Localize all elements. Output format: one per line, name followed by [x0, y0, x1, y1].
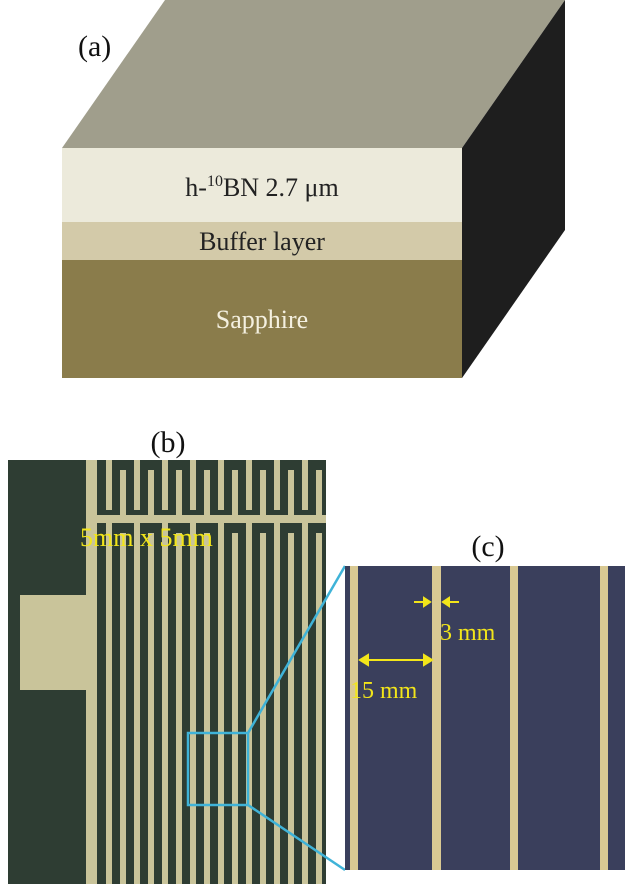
comb-finger: [120, 533, 126, 884]
comb-finger: [246, 460, 252, 510]
comb-finger: [176, 533, 182, 884]
comb-finger: [316, 470, 322, 515]
comb-finger: [176, 470, 182, 515]
layer-label: Sapphire: [216, 305, 308, 334]
comb-finger: [218, 460, 224, 510]
comb-finger: [204, 470, 210, 515]
panel-label: (a): [78, 30, 111, 63]
panel-label: (c): [471, 530, 504, 563]
comb-finger: [260, 470, 266, 515]
comb-finger: [162, 460, 168, 510]
comb-finger: [232, 470, 238, 515]
comb-finger: [246, 523, 252, 884]
dimension-label: 3 mm: [440, 620, 496, 646]
dimension-label: 15 mm: [350, 678, 418, 704]
label-superscript: 10: [207, 173, 223, 190]
comb-finger: [288, 470, 294, 515]
comb-finger: [274, 523, 280, 884]
finger-stripe: [350, 566, 358, 870]
comb-finger: [162, 523, 168, 884]
comb-finger: [148, 533, 154, 884]
comb-finger: [204, 533, 210, 884]
comb-finger: [106, 523, 112, 884]
comb-finger: [190, 460, 196, 510]
finger-stripe: [432, 566, 441, 870]
comb-finger: [274, 460, 280, 510]
figure: (a) h-10BN 2.7 μm Buffer layer Sapphire …: [0, 0, 631, 884]
comb-finger: [134, 523, 140, 884]
comb-finger: [134, 460, 140, 510]
comb-finger: [316, 533, 322, 884]
comb-finger: [190, 523, 196, 884]
comb-finger: [120, 470, 126, 515]
bus-bar: [90, 515, 326, 523]
comb-finger: [302, 523, 308, 884]
finger-stripe: [600, 566, 608, 870]
comb-finger: [232, 533, 238, 884]
comb-finger: [106, 460, 112, 510]
layer-label: Buffer layer: [199, 227, 325, 256]
finger-stripe: [510, 566, 518, 870]
panel-label: (b): [151, 426, 186, 459]
label-part: h-: [185, 173, 207, 202]
comb-finger: [302, 460, 308, 510]
zoom-photo: [345, 566, 625, 870]
size-annotation: 5mm x 5mm: [80, 523, 213, 552]
comb-finger: [218, 523, 224, 884]
photo-background: [345, 566, 625, 870]
contact-pad: [20, 595, 94, 690]
label-part: BN 2.7 μm: [223, 173, 339, 202]
comb-finger: [148, 470, 154, 515]
